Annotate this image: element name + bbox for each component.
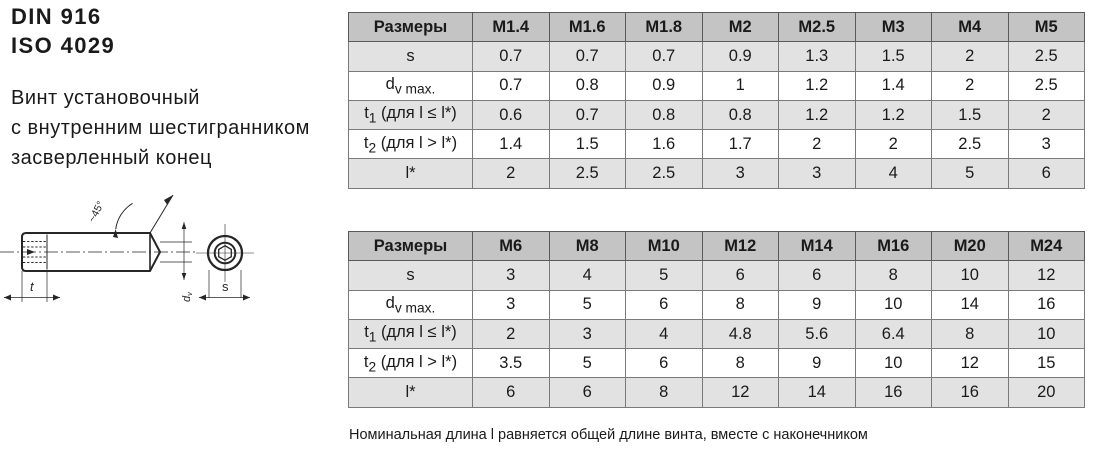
- svg-text:dv: dv: [181, 291, 194, 302]
- svg-text:s: s: [222, 279, 229, 294]
- svg-text:t: t: [30, 279, 35, 294]
- svg-text:~45°: ~45°: [86, 199, 107, 224]
